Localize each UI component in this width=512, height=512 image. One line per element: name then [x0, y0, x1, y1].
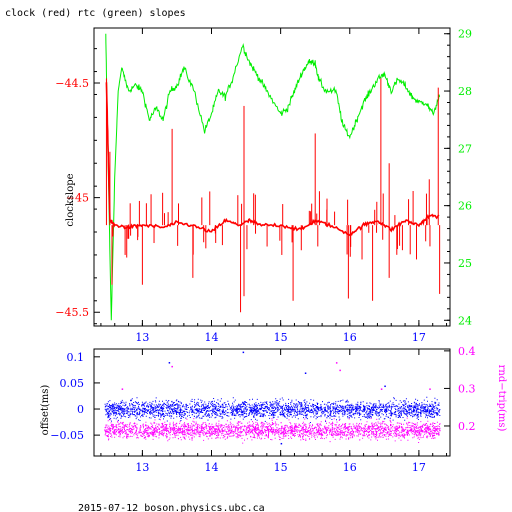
right-tick-label: 25 — [458, 257, 472, 270]
x-tick-label: 15 — [274, 331, 288, 344]
right-tick-label: 29 — [458, 28, 472, 41]
scatter-points — [104, 351, 441, 445]
x-tick-label: 17 — [412, 331, 426, 344]
x-tick-label: 17 — [412, 461, 426, 474]
bottom-panel: 13 14 15 16 17 0.1 0.05 0 −0.05 0.2 0.3 0.4 offset(… — [40, 345, 507, 474]
offset-axis-label: offset(ms) — [40, 385, 51, 436]
top-plot-frame — [93, 27, 451, 327]
left-tick-label: 0.1 — [67, 351, 85, 364]
rndtrip-outlier — [380, 388, 383, 390]
right-tick-label: 27 — [458, 142, 472, 155]
right-tick-label: 24 — [458, 314, 472, 327]
left-tick-label: −0.05 — [50, 429, 84, 442]
x-tick-label: 13 — [135, 331, 149, 344]
x-tick-label: 14 — [205, 331, 219, 344]
x-tick-label: 16 — [343, 331, 357, 344]
offset-outlier — [384, 385, 386, 388]
offset-points — [104, 396, 441, 423]
x-tick-label: 14 — [205, 461, 219, 474]
rndtrip-outlier — [429, 388, 431, 390]
offset-outlier — [304, 372, 307, 374]
rndtrip-outlier — [339, 369, 341, 372]
offset-outlier — [168, 362, 171, 364]
rtc-line — [105, 33, 441, 321]
rndtrip-outlier — [121, 388, 124, 390]
rndtrip-outlier — [171, 365, 173, 368]
x-tick-label: 15 — [274, 461, 288, 474]
x-tick-label: 13 — [135, 461, 149, 474]
left-tick-label: −44.5 — [55, 77, 89, 90]
right-tick-label: 28 — [458, 85, 472, 98]
right-tick-label: 0.3 — [458, 382, 476, 395]
top-panel: 13 14 15 16 17 −44.5 −45 −45.5 24 25 26 27 28 29 cloc… — [55, 27, 472, 344]
bottom-axes: 13 14 15 16 17 0.1 0.05 0 −0.05 0.2 0.3 0.4 — [50, 345, 475, 474]
bottom-plot-frame — [93, 348, 451, 457]
chart-title: clock (red) rtc (green) slopes — [5, 8, 186, 19]
footer-text: 2015-07-12 boson.physics.ubc.ca — [78, 503, 265, 512]
right-tick-label: 26 — [458, 200, 472, 213]
left-tick-label: 0 — [77, 403, 84, 416]
right-tick-label: 0.2 — [458, 420, 476, 433]
right-tick-label: 0.4 — [458, 345, 476, 358]
left-tick-label: −45 — [66, 192, 89, 205]
clock-series — [105, 78, 441, 313]
rndtrip-points — [104, 417, 441, 444]
offset-outlier — [242, 351, 245, 354]
left-tick-label: 0.05 — [60, 377, 85, 390]
rndtrip-outlier — [335, 362, 338, 364]
left-tick-label: −45.5 — [55, 306, 89, 319]
left-axis-label: clockslope — [65, 173, 76, 226]
top-axes: 13 14 15 16 17 −44.5 −45 −45.5 24 25 26 27 28 29 — [55, 28, 472, 344]
offset-outlier — [280, 442, 283, 445]
rtc-series — [105, 33, 441, 321]
rndtrip-axis-label: rnd−trip(ms) — [496, 365, 507, 432]
x-tick-label: 16 — [343, 461, 357, 474]
